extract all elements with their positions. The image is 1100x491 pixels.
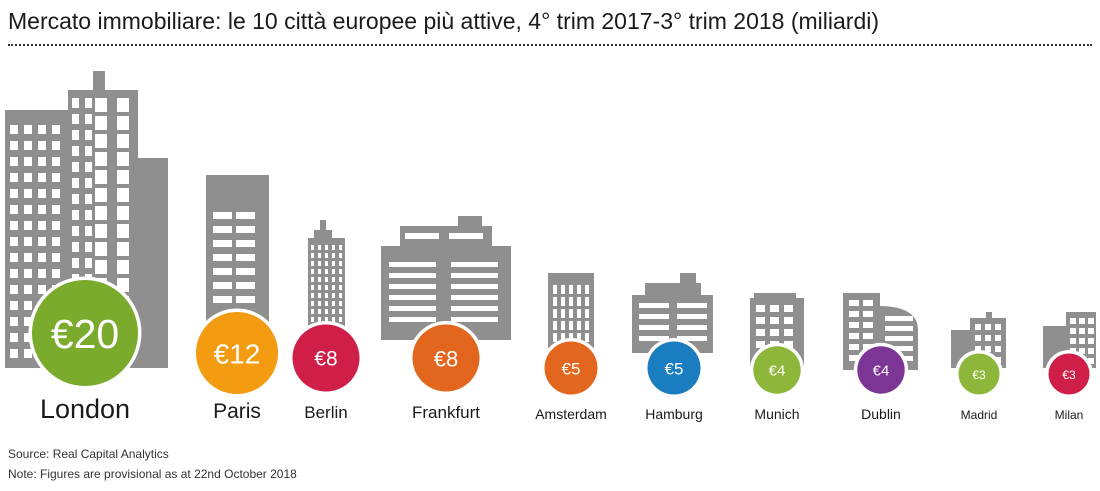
hamburg-building-illustration — [632, 273, 713, 353]
hamburg-mark: €5 Hamburg — [644, 338, 704, 422]
hamburg-value-label: €5 — [665, 360, 684, 379]
paris-mark: €12 Paris — [192, 308, 282, 423]
munich-value-circle — [753, 346, 801, 394]
milan-mark: €3 Milan — [1044, 349, 1094, 422]
london-value-circle — [32, 280, 138, 386]
berlin-building-illustration — [308, 220, 345, 338]
madrid-mark: €3 Madrid — [954, 349, 1004, 422]
dublin-mark: €4 Dublin — [853, 342, 909, 422]
milan-city-label: Milan — [1055, 408, 1084, 422]
munich-value-label: €4 — [769, 363, 786, 380]
dublin-value-circle — [857, 346, 905, 394]
amsterdam-mark: €5 Amsterdam — [535, 338, 607, 422]
amsterdam-value-circle — [544, 341, 598, 395]
milan-value-label: €3 — [1062, 368, 1076, 382]
paris-value-label: €12 — [214, 339, 261, 370]
berlin-value-label: €8 — [314, 348, 337, 371]
munich-city-label: Munich — [754, 406, 799, 422]
madrid-city-label: Madrid — [961, 408, 998, 422]
london-mark: €20 London — [28, 276, 142, 424]
provisional-note: Note: Figures are provisional as at 22nd… — [8, 467, 297, 481]
hamburg-value-circle — [647, 341, 701, 395]
london-value-label: €20 — [51, 311, 119, 357]
title-divider — [8, 44, 1092, 46]
dublin-value-label: €4 — [873, 363, 890, 380]
frankfurt-city-label: Frankfurt — [412, 403, 480, 422]
amsterdam-city-label: Amsterdam — [535, 406, 607, 422]
paris-value-circle — [195, 311, 279, 395]
chart-title: Mercato immobiliare: le 10 città europee… — [8, 8, 880, 34]
paris-building-illustration — [206, 175, 269, 335]
amsterdam-value-label: €5 — [562, 360, 581, 379]
frankfurt-value-label: €8 — [434, 347, 458, 372]
hamburg-city-label: Hamburg — [645, 406, 703, 422]
paris-city-label: Paris — [213, 400, 261, 423]
frankfurt-mark: €8 Frankfurt — [408, 320, 484, 422]
dublin-city-label: Dublin — [861, 406, 901, 422]
madrid-value-label: €3 — [972, 368, 986, 382]
berlin-city-label: Berlin — [304, 403, 347, 422]
berlin-mark: €8 Berlin — [288, 320, 364, 422]
source-note: Source: Real Capital Analytics — [8, 447, 169, 461]
munich-mark: €4 Munich — [749, 342, 805, 422]
milan-value-circle — [1048, 353, 1090, 395]
munich-building-illustration — [750, 293, 804, 370]
london-city-label: London — [40, 394, 130, 424]
berlin-value-circle — [292, 324, 360, 392]
frankfurt-value-circle — [412, 324, 480, 392]
madrid-value-circle — [958, 353, 1000, 395]
